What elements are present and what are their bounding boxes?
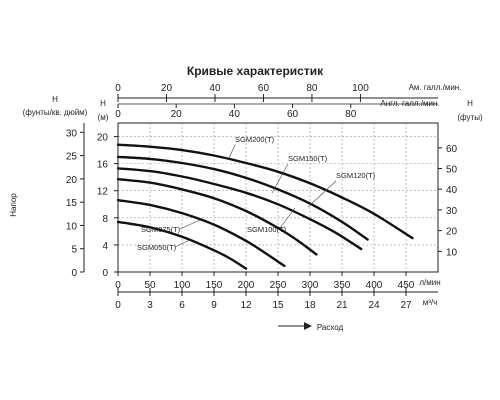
series-label: SGM120(T): [336, 171, 376, 180]
lpm-tick-label: 50: [144, 280, 156, 291]
m3h-tick-label: 9: [211, 300, 217, 311]
series-line: [116, 167, 363, 251]
us-gal-tick-label: 20: [161, 83, 173, 94]
psi-tick-label: 15: [66, 198, 78, 209]
imp-gal-tick-label: 0: [115, 109, 121, 120]
m3h-tick-label: 12: [240, 300, 252, 311]
series-line: [116, 143, 414, 240]
series-leader-line: [174, 239, 191, 248]
m-tick-label: 0: [102, 268, 108, 279]
psi-tick-label: 0: [71, 268, 77, 279]
series-labels: SGM050(T) SGM075(T) SGM100(T) SGM120(T) SGM1…: [137, 135, 376, 252]
us-gal-tick-label: 0: [115, 83, 121, 94]
m-tick-label: 8: [102, 214, 108, 225]
series-line: [116, 199, 286, 268]
us-gal-axis-label: Ам. галл./мин.: [409, 83, 462, 92]
m3h-tick-label: 3: [147, 300, 153, 311]
psi-tick-label: 20: [66, 175, 78, 186]
lpm-tick-label: 150: [206, 280, 223, 291]
imp-gal-tick-label: 60: [287, 109, 299, 120]
ft-tick-label: 50: [446, 165, 458, 176]
lpm-tick-label: 350: [334, 280, 351, 291]
series-leader-line: [279, 207, 296, 229]
lpm-tick-label: 200: [238, 280, 255, 291]
lpm-tick-label: 450: [398, 280, 415, 291]
ft-axis-label-unit: (футы): [457, 113, 483, 122]
ft-tick-label: 20: [446, 227, 458, 238]
imp-gal-tick-label: 80: [345, 109, 357, 120]
imp-gal-axis-label: Англ. галл./мин.: [380, 99, 439, 108]
m-axis-label-h: Н: [100, 99, 106, 108]
series-label: SGM075(T): [141, 225, 181, 234]
ft-axis-label-h: Н: [467, 99, 473, 108]
series-label: SGM050(T): [137, 243, 177, 252]
grid: [118, 123, 438, 272]
m-tick-label: 20: [97, 133, 109, 144]
m3h-tick-label: 27: [400, 300, 412, 311]
psi-axis-label-unit: (фунты/кв. дюйм): [23, 108, 88, 117]
us-gal-tick-label: 80: [306, 83, 318, 94]
psi-tick-label: 10: [66, 221, 78, 232]
psi-tick-label: 5: [71, 245, 77, 256]
us-gal-tick-label: 100: [352, 83, 369, 94]
m-tick-label: 4: [102, 241, 108, 252]
series-leader-line: [307, 180, 337, 208]
m-tick-label: 16: [97, 160, 109, 171]
m-tick-label: 12: [97, 187, 109, 198]
series-label: SGM100(T): [247, 225, 287, 234]
ft-tick-label: 60: [446, 144, 458, 155]
m3h-tick-label: 6: [179, 300, 185, 311]
ft-tick-label: 40: [446, 185, 458, 196]
ft-tick-label: 10: [446, 247, 458, 258]
chart-title: Кривые характеристик: [187, 64, 324, 78]
series-leader-line: [271, 163, 289, 194]
flow-caption: Расход: [317, 323, 344, 332]
series-line: [116, 220, 248, 270]
m3h-tick-label: 21: [336, 300, 348, 311]
lpm-axis-label: л/мин: [419, 278, 440, 287]
us-gal-tick-label: 40: [209, 83, 221, 94]
series-line: [116, 155, 369, 241]
m3h-tick-label: 15: [272, 300, 284, 311]
psi-tick-label: 30: [66, 128, 78, 139]
series-leader-line: [227, 144, 236, 161]
m3h-tick-label: 0: [115, 300, 121, 311]
psi-tick-label: 25: [66, 152, 78, 163]
ft-tick-label: 30: [446, 206, 458, 217]
m-axis-label-unit: (м): [98, 113, 109, 122]
m3h-tick-label: 24: [368, 300, 380, 311]
series-label: SGM200(T): [235, 135, 275, 144]
series-line: [116, 178, 318, 256]
us-gal-tick-label: 60: [258, 83, 270, 94]
series: [116, 143, 414, 270]
series-leader-line: [179, 219, 201, 230]
lpm-tick-label: 250: [270, 280, 287, 291]
lpm-tick-label: 0: [115, 280, 121, 291]
flow-arrow-head: [304, 322, 312, 330]
m3h-axis-label: м³/ч: [423, 298, 438, 307]
lpm-tick-label: 400: [366, 280, 383, 291]
series-label: SGM150(T): [288, 154, 328, 163]
head-caption: Напор: [9, 193, 18, 217]
psi-axis-label-h: Н: [52, 95, 58, 104]
imp-gal-tick-label: 40: [229, 109, 241, 120]
lpm-tick-label: 100: [174, 280, 191, 291]
m3h-tick-label: 18: [304, 300, 316, 311]
imp-gal-tick-label: 20: [171, 109, 183, 120]
lpm-tick-label: 300: [302, 280, 319, 291]
